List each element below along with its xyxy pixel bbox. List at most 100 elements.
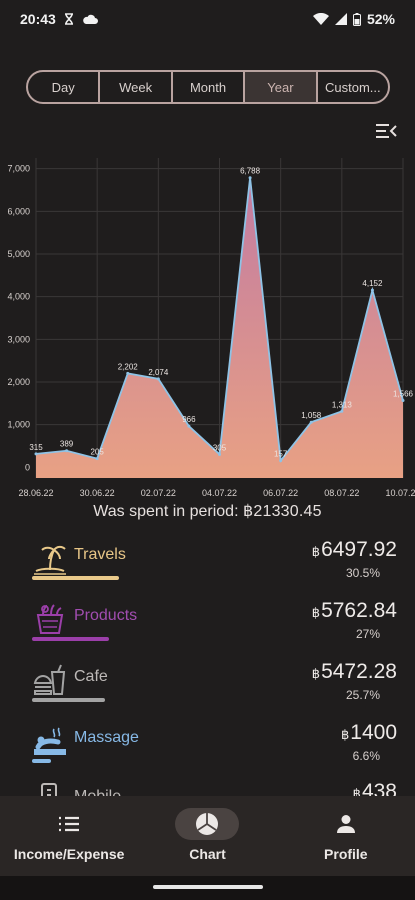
category-amount: ฿5762.84 xyxy=(312,599,397,623)
x-tick-label: 02.07.22 xyxy=(141,488,176,498)
data-label: 305 xyxy=(213,443,227,452)
data-point xyxy=(340,409,344,413)
total-spent: Was spent in period: ฿21330.45 xyxy=(0,501,415,521)
total-value: 21330.45 xyxy=(253,503,322,520)
category-massage[interactable]: Massage ฿1400 6.6% xyxy=(0,719,415,779)
total-currency: ฿ xyxy=(242,503,254,520)
data-point xyxy=(34,452,38,456)
data-label: 315 xyxy=(29,443,43,452)
data-point xyxy=(126,371,130,375)
nav-label: Chart xyxy=(189,846,226,862)
category-amount: ฿1400 xyxy=(341,721,397,745)
y-tick-label: 2,000 xyxy=(7,377,30,387)
data-label: 4,152 xyxy=(362,279,383,288)
nav-label: Income/Expense xyxy=(13,846,125,862)
person-icon xyxy=(336,815,355,833)
x-tick-label: 08.07.22 xyxy=(324,488,359,498)
data-point xyxy=(95,457,99,461)
pie-chart-icon xyxy=(196,813,219,835)
total-label: Was spent in period: xyxy=(93,503,239,520)
category-name: Products xyxy=(74,607,138,624)
category-currency: ฿ xyxy=(311,605,321,620)
category-currency: ฿ xyxy=(311,544,321,559)
category-bar xyxy=(32,576,119,580)
period-custom[interactable]: Custom... xyxy=(325,79,381,95)
data-point xyxy=(156,377,160,381)
nav-pill xyxy=(314,808,378,840)
category-name: Massage xyxy=(74,729,139,746)
y-tick-label: 4,000 xyxy=(7,292,30,302)
category-bar xyxy=(32,637,109,641)
category-currency: ฿ xyxy=(352,786,361,801)
data-label: 2,202 xyxy=(118,362,139,371)
data-label: 6,788 xyxy=(240,167,261,176)
category-amount: ฿5472.28 xyxy=(312,660,397,684)
spending-chart: 0 1,000 2,000 3,000 4,000 5,000 6,000 7,000 28.0… xyxy=(7,158,415,498)
home-indicator[interactable] xyxy=(153,885,263,889)
status-time: 20:43 xyxy=(20,11,56,27)
signal-icon xyxy=(334,13,347,25)
data-point xyxy=(248,176,252,180)
category-travels[interactable]: Travels ฿6497.92 30.5% xyxy=(0,536,415,596)
category-currency: ฿ xyxy=(311,666,321,681)
x-tick-label: 04.07.22 xyxy=(202,488,237,498)
battery-level: 52% xyxy=(366,11,395,27)
status-bar: 20:43 52% xyxy=(0,0,415,38)
category-name: Cafe xyxy=(74,668,108,685)
data-label: 1,566 xyxy=(393,390,414,399)
cloud-icon xyxy=(82,14,98,24)
hourglass-icon xyxy=(64,13,73,25)
category-value: 5762.84 xyxy=(321,599,397,622)
category-percent: 25.7% xyxy=(345,688,380,702)
category-bar xyxy=(32,759,51,763)
x-tick-label: 06.07.22 xyxy=(263,488,298,498)
period-year[interactable]: Year xyxy=(245,72,318,102)
data-label: 2,074 xyxy=(148,368,169,377)
category-currency: ฿ xyxy=(341,727,350,742)
period-month[interactable]: Month xyxy=(173,72,246,102)
x-tick-label: 10.07.22 xyxy=(385,488,415,498)
category-name: Travels xyxy=(74,546,126,563)
data-label: 205 xyxy=(90,448,104,457)
y-tick-label: 5,000 xyxy=(7,249,30,259)
data-label: 157 xyxy=(274,450,288,459)
nav-chart[interactable]: Chart xyxy=(138,796,276,876)
total-amount: ฿21330.45 xyxy=(243,503,322,520)
data-point xyxy=(370,288,374,292)
nav-income-expense[interactable]: Income/Expense xyxy=(0,796,138,876)
data-label: 389 xyxy=(60,440,74,449)
category-cafe[interactable]: Cafe ฿5472.28 25.7% xyxy=(0,658,415,718)
category-percent: 6.6% xyxy=(352,749,380,763)
series-area xyxy=(36,177,403,478)
category-value: 1400 xyxy=(350,721,397,744)
category-products[interactable]: Products ฿5762.84 27% xyxy=(0,597,415,657)
battery-icon xyxy=(352,12,361,26)
category-bar xyxy=(32,698,105,702)
period-week[interactable]: Week xyxy=(100,72,173,102)
data-point xyxy=(309,420,313,424)
nav-pill xyxy=(37,808,101,840)
x-tick-label: 28.06.22 xyxy=(18,488,53,498)
data-point xyxy=(218,452,221,456)
data-label: 1,313 xyxy=(332,400,353,409)
island-icon xyxy=(34,545,66,575)
nav-label: Profile xyxy=(324,846,368,862)
y-tick-label: 6,000 xyxy=(7,206,30,216)
wifi-icon xyxy=(312,13,329,25)
data-point xyxy=(279,459,283,463)
x-tick-label: 30.06.22 xyxy=(80,488,115,498)
category-amount: ฿6497.92 xyxy=(312,538,397,562)
period-day[interactable]: Day xyxy=(28,72,101,102)
category-value: 6497.92 xyxy=(321,538,397,561)
data-point xyxy=(187,424,191,428)
data-point xyxy=(65,449,69,453)
y-tick-label: 7,000 xyxy=(7,164,30,174)
fastfood-icon xyxy=(33,664,66,695)
period-selector: Day Week Month Year Custom... xyxy=(26,70,390,104)
nav-profile[interactable]: Profile xyxy=(277,796,415,876)
list-icon xyxy=(59,816,80,832)
category-percent: 27% xyxy=(355,627,380,641)
data-label: 1,058 xyxy=(301,411,322,420)
data-point xyxy=(401,399,405,403)
menu-collapse-icon[interactable] xyxy=(374,120,398,142)
